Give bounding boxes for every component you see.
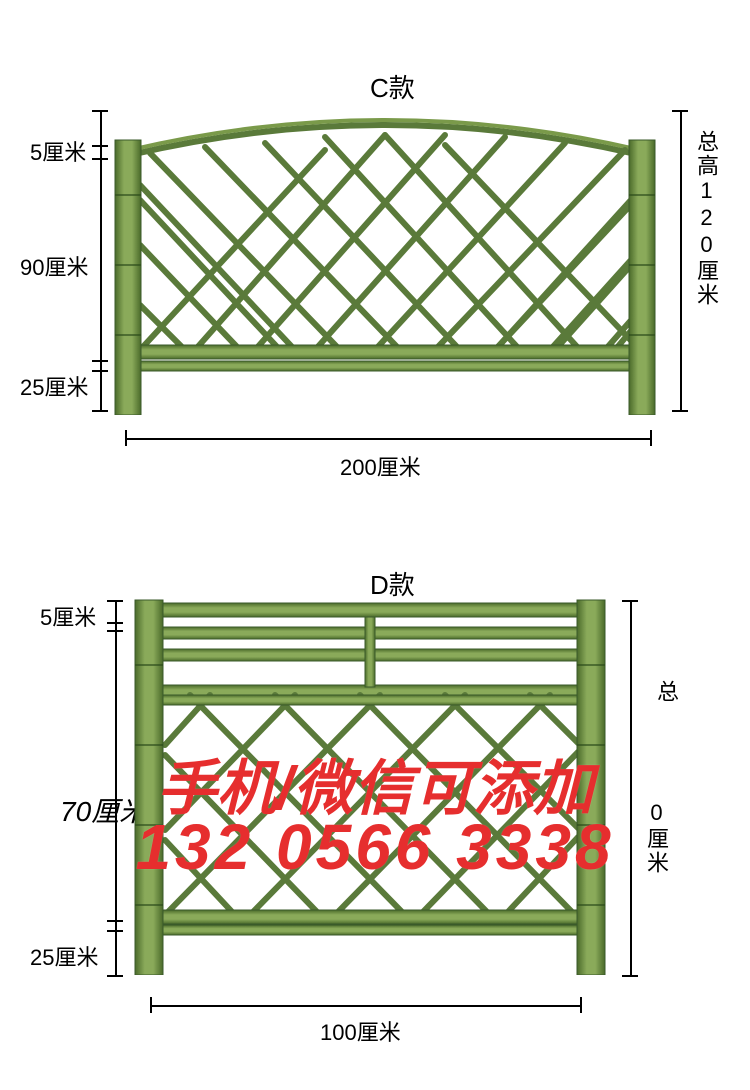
dimline xyxy=(150,1005,580,1007)
tick xyxy=(580,997,582,1013)
dim-d-25cm: 25厘米 xyxy=(30,940,98,972)
tick xyxy=(150,997,152,1013)
diagram-d: D款 5厘米 70厘米 25厘米 总 0厘米 100厘米 xyxy=(0,0,750,1090)
dim-d-total: 总 xyxy=(650,680,682,704)
watermark-line2: 132 0566 3338 xyxy=(0,810,750,884)
tick xyxy=(107,975,123,977)
dim-d-width: 100厘米 xyxy=(320,1015,401,1047)
dim-d-5cm: 5厘米 xyxy=(40,600,96,632)
tick xyxy=(622,600,638,602)
tick xyxy=(622,975,638,977)
